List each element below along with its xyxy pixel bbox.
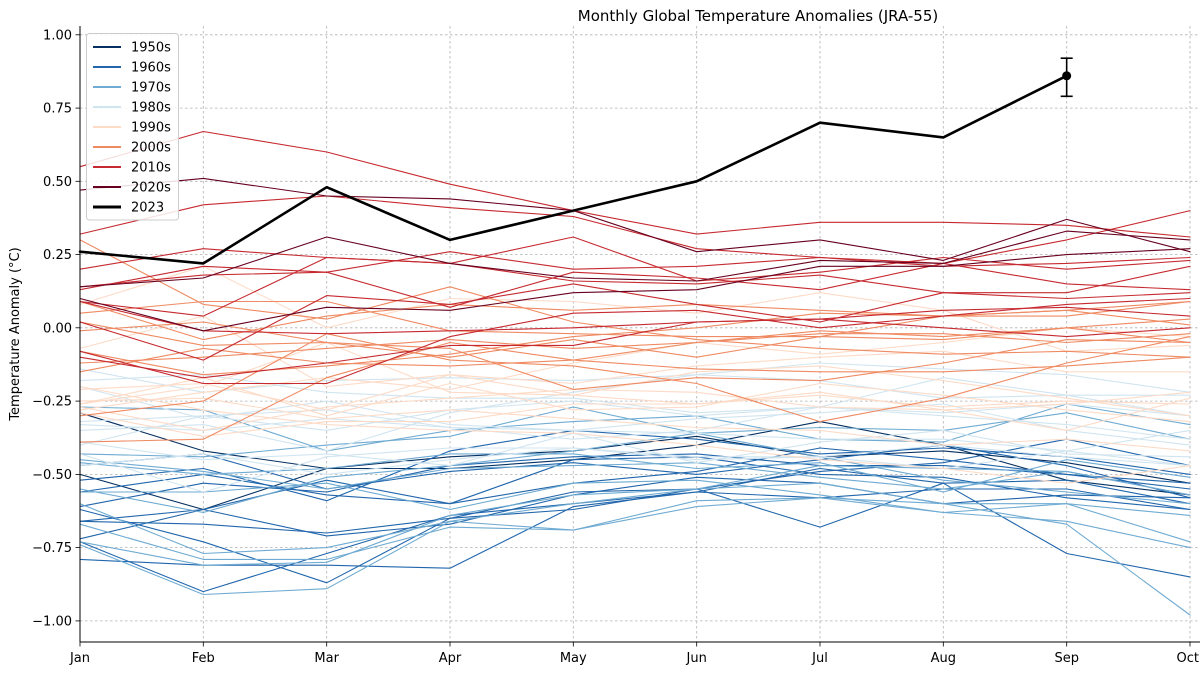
y-tick-label: 0.00 [43,321,72,336]
series-line-2010s [79,195,1191,291]
y-axis-label: Temperature Anomaly (°C) [8,247,23,421]
series-line-1970s [79,412,1191,514]
series-line-1980s [79,368,1191,399]
legend-label: 1990s [131,121,171,136]
series-line-1980s [79,403,1191,446]
y-tick-label: −0.50 [32,468,72,483]
legend-label: 1980s [131,101,171,116]
series-line-1980s [79,418,1191,452]
series-line-1970s [79,479,1191,516]
legend-entry: 2020s [93,181,171,196]
series-line-1970s [79,482,1191,616]
series-line-1980s [79,444,1191,493]
series-line-2000s [79,341,1191,443]
series-line-2000s [79,333,1191,423]
series-line-2000s [79,300,1191,344]
series-line-1990s [79,377,1191,423]
series-line-1970s [79,497,1191,560]
y-tick-label: 0.25 [43,248,72,263]
series-line-1960s [79,488,1191,569]
series-line-1970s [79,403,1191,452]
y-tick-label: −0.75 [32,541,72,556]
y-tick-label: −0.25 [32,395,72,410]
series-line-2020s [79,230,1191,288]
legend-label: 2000s [131,141,171,156]
series-line-2010s [79,236,1191,282]
legend-entry: 1990s [93,121,171,136]
series-line-1970s [79,406,1191,505]
series-line-1980s [79,447,1191,475]
series-line-2010s [79,297,1191,385]
legend-label: 1970s [131,81,171,96]
series-line-2010s [79,300,1191,335]
series-line-2010s [79,318,1191,379]
series-line-2010s [79,251,1191,291]
series-layer [78,57,1191,616]
series-line-1970s [79,497,1191,555]
series-line-1990s [79,394,1191,437]
series-line-1970s [79,465,1191,566]
series-line-2010s [79,283,1191,361]
x-tick-label: Jan [69,651,90,666]
series-line-1990s [79,385,1191,484]
series-line-2000s [79,239,1191,358]
series-line-1990s [79,327,1191,411]
tick-label-layer: 1.00 0.75 0.50 0.25 0.00 −0.25 −0.50 −0.75 −1.00… [32,28,1199,666]
data-point-marker [1062,71,1072,81]
series-line-1950s [79,435,1191,511]
series-line-2020s [79,248,1191,332]
legend-entry: 1960s [93,61,171,76]
legend: 1950s 1960s 1970s 1980s 1990s 2000s 2010s 2020s… [86,33,179,221]
series-line-1980s [79,385,1191,446]
series-line-2010s [79,256,1191,317]
legend-label: 2020s [131,181,171,196]
y-tick-label: 0.75 [43,102,72,117]
x-tick-label: Aug [931,651,956,666]
series-line-1970s [79,459,1191,496]
series-line-1960s [79,476,1191,540]
x-tick-label: Mar [314,651,339,666]
series-line-2010s [79,210,1191,308]
x-tick-label: Apr [439,651,462,666]
y-tick-label: 1.00 [43,28,72,43]
legend-entry: 1970s [93,81,171,96]
x-tick-label: Oct [1177,651,1199,666]
y-tick-label: −1.00 [32,614,72,629]
legend-entry: 2000s [93,141,171,156]
axes-layer [75,26,1200,647]
series-line-1960s [79,467,1191,593]
legend-label: 2010s [131,161,171,176]
legend-label: 1960s [131,61,171,76]
series-line-1990s [79,388,1191,431]
legend-entry: 1980s [93,101,171,116]
series-line-2000s [79,300,1191,358]
series-line-2000s [79,333,1191,364]
legend-label: 2023 [131,201,164,216]
legend-entry: 1950s [93,41,171,56]
legend-label: 1950s [131,41,171,56]
x-tick-label: Feb [192,651,215,666]
series-line-1990s [79,341,1191,431]
x-tick-label: Jun [686,651,707,666]
chart-title: Monthly Global Temperature Anomalies (JR… [578,7,939,25]
legend-box [86,33,179,221]
legend-entry: 2023 [93,201,164,216]
series-line-2020s [79,177,1191,261]
x-tick-label: Jul [811,651,828,666]
x-tick-label: May [560,651,587,666]
series-line-2010s [79,130,1191,238]
y-tick-label: 0.50 [43,175,72,190]
series-line-1960s [79,482,1191,584]
series-line-2023 [78,74,1068,265]
legend-entry: 2010s [93,161,171,176]
x-tick-label: Sep [1054,651,1079,666]
